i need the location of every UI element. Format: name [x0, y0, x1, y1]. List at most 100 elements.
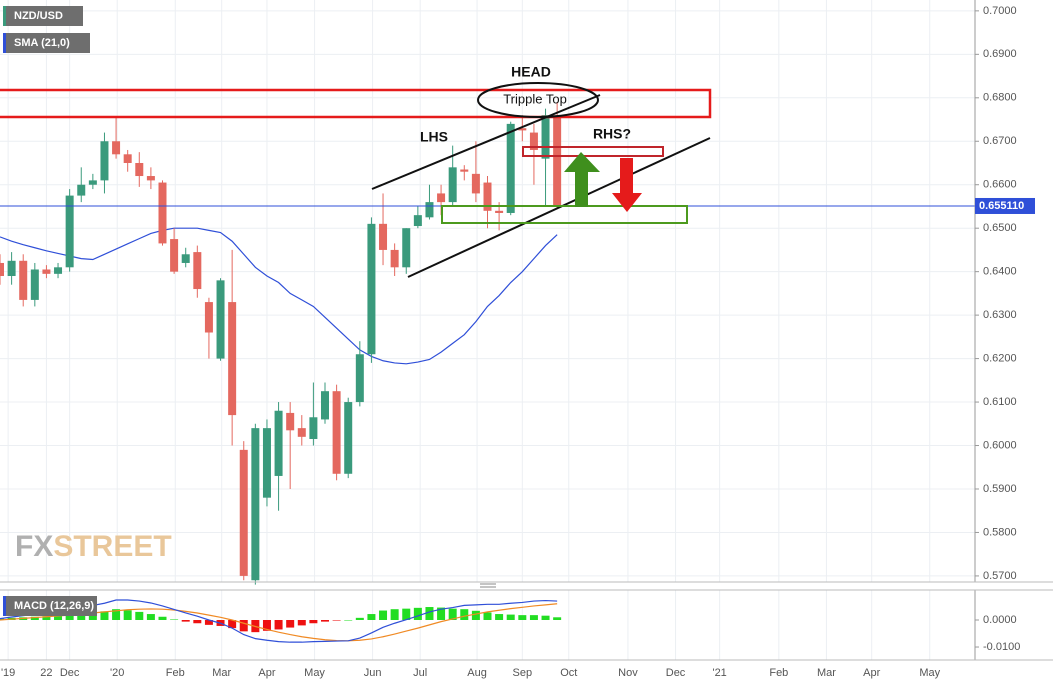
candle-body — [309, 417, 318, 439]
rhs-zone — [522, 146, 664, 157]
candle-body — [239, 449, 248, 576]
x-tick-label: Feb — [769, 667, 788, 679]
macd-histogram-bar — [367, 614, 376, 620]
macd-histogram-bar — [158, 616, 167, 620]
macd-histogram-bar — [286, 620, 295, 628]
last-price-label: 0.655110 — [979, 200, 1024, 212]
candle-body — [193, 252, 202, 290]
candle-body — [146, 176, 155, 181]
macd-histogram-bar — [112, 609, 121, 620]
x-tick-label: Aug — [467, 667, 487, 679]
macd-histogram-bar — [30, 616, 39, 620]
candle-body — [204, 302, 213, 333]
support-zone — [441, 205, 688, 224]
macd-histogram-bar — [54, 615, 63, 620]
macd-histogram-bar — [42, 616, 51, 620]
watermark-fx: FX — [15, 530, 53, 563]
macd-histogram-bar — [88, 612, 97, 620]
macd-histogram-bar — [274, 620, 283, 630]
candle-body — [54, 267, 63, 274]
macd-histogram-bar — [100, 611, 109, 620]
candle-body — [541, 115, 550, 159]
macd-histogram-bar — [228, 620, 237, 629]
macd-histogram-bar — [170, 619, 179, 620]
x-tick-label: Jun — [364, 667, 382, 679]
candle-body — [553, 115, 562, 206]
candle-body — [321, 391, 329, 420]
y-tick-label: 0.5800 — [983, 526, 1017, 538]
candle-body — [448, 167, 457, 203]
macd-histogram-bar — [309, 620, 318, 624]
macd-histogram-bar — [77, 613, 86, 620]
candle-body — [506, 123, 515, 213]
trendline-upper — [371, 94, 601, 190]
candle-body — [42, 269, 51, 274]
x-tick-label: Mar — [817, 667, 836, 679]
macd-histogram-bar — [553, 617, 562, 620]
candle-body — [65, 195, 74, 268]
legend-box[interactable] — [3, 33, 90, 53]
candle-body — [367, 223, 376, 355]
y-tick-label: 0.6100 — [983, 396, 1017, 408]
x-tick-label: Nov — [618, 667, 638, 679]
macd-histogram-bar — [344, 620, 353, 621]
legend-swatch — [3, 6, 6, 26]
annotation-lhs: LHS — [420, 129, 448, 145]
x-tick-label: Feb — [166, 667, 185, 679]
candle-body — [262, 428, 271, 498]
y-tick-label: 0.6300 — [983, 309, 1017, 321]
macd-histogram-bar — [425, 607, 434, 620]
candle-body — [471, 173, 480, 194]
resistance-zone — [0, 88, 712, 119]
down-arrow — [612, 158, 642, 212]
candle-body — [274, 410, 283, 476]
candle-body — [19, 260, 28, 300]
trendline-lower — [407, 137, 711, 278]
macd-histogram-bar — [471, 610, 480, 620]
candle-body — [228, 302, 237, 416]
legend-box[interactable] — [3, 596, 97, 616]
candle-body — [181, 254, 190, 263]
x-tick-label: May — [304, 667, 325, 679]
candle-body — [135, 162, 144, 177]
candle-body — [251, 428, 260, 581]
x-tick-label: Oct — [560, 667, 577, 679]
candle-body — [0, 262, 4, 277]
macd-histogram-bar — [297, 620, 306, 626]
resize-handle[interactable] — [480, 583, 496, 588]
macd-histogram-bar — [541, 615, 550, 620]
watermark-street: STREET — [53, 530, 171, 563]
macd-histogram-bar — [529, 615, 538, 620]
y-tick-label: 0.5900 — [983, 483, 1017, 495]
y-tick-label: 0.6900 — [983, 48, 1017, 60]
sma-line — [0, 227, 558, 365]
x-tick-label: Dec — [60, 667, 80, 679]
candle-body — [158, 182, 167, 244]
candle-body — [112, 141, 121, 155]
up-arrow — [564, 152, 600, 207]
candle-body — [100, 141, 109, 181]
candle-body — [379, 223, 388, 250]
legend-box[interactable] — [3, 6, 83, 26]
candle-body — [123, 154, 132, 163]
candle-body — [483, 182, 492, 211]
candle-body — [344, 402, 353, 474]
candle-body — [460, 169, 469, 172]
macd-histogram-bar — [437, 607, 446, 620]
x-tick-label: '19 — [1, 667, 15, 679]
x-tick-label: Jul — [413, 667, 427, 679]
candle-body — [286, 412, 295, 431]
macd-histogram-bar — [321, 620, 329, 622]
macd-histogram-bar — [239, 620, 248, 632]
macd-histogram-bar — [379, 610, 388, 620]
macd-histogram-bar — [123, 610, 132, 620]
legend-symbol: NZD/USD — [14, 10, 63, 22]
candle-body — [529, 132, 538, 150]
candle-body — [437, 193, 446, 203]
candle-body — [332, 391, 341, 474]
candle-body — [518, 128, 527, 131]
y-tick-label: 0.6500 — [983, 222, 1017, 234]
candle-body — [170, 239, 179, 272]
y-tick-label: 0.6200 — [983, 352, 1017, 364]
